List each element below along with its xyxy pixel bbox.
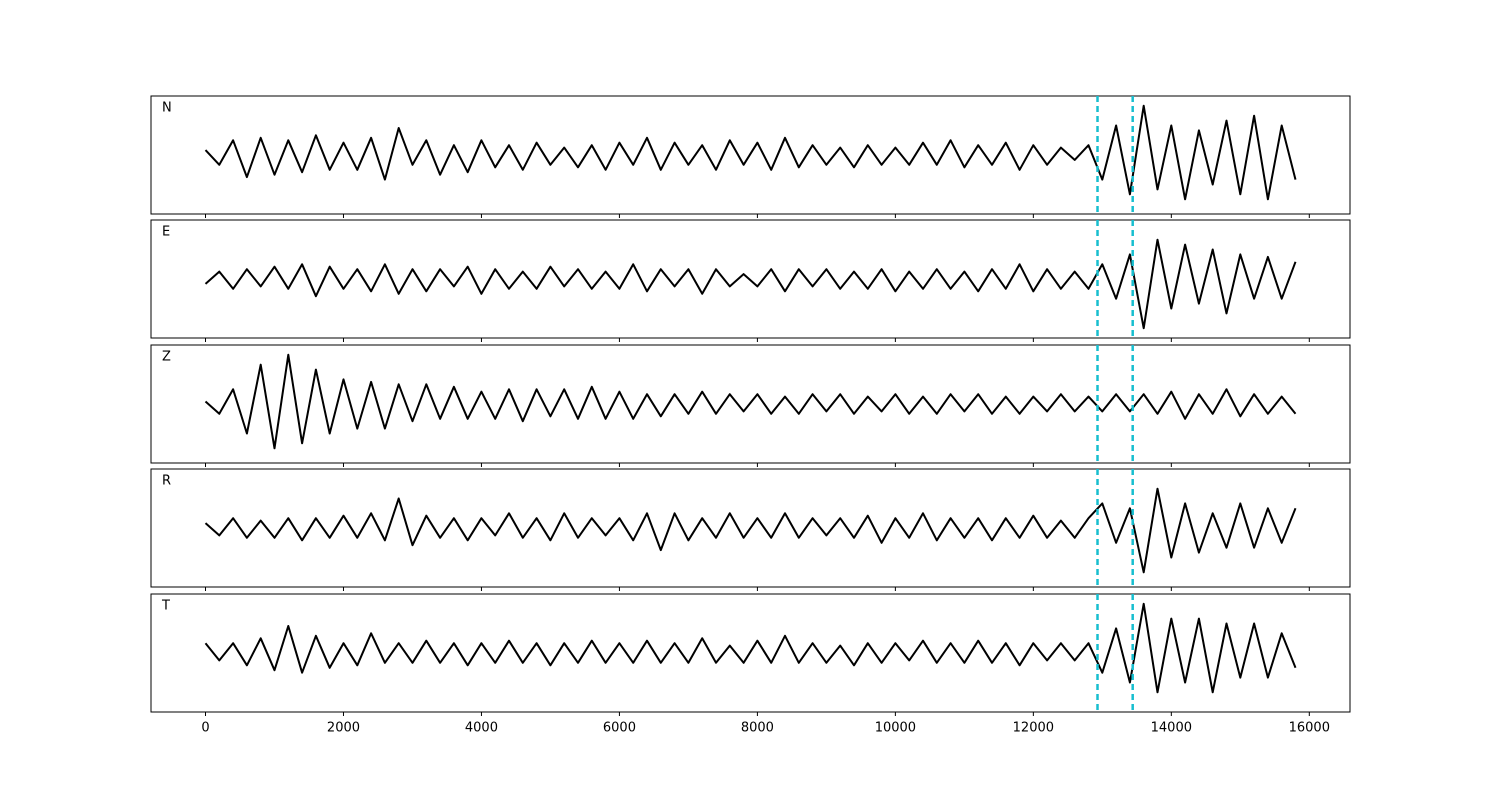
x-tick-label: 12000	[1013, 721, 1054, 736]
x-tick-label: 16000	[1289, 721, 1330, 736]
trace	[204, 104, 1297, 201]
panel-frame	[150, 593, 1351, 713]
panel-frame	[150, 219, 1351, 339]
trace	[204, 238, 1297, 330]
panel-label: T	[161, 599, 170, 614]
panel-label: R	[162, 474, 171, 489]
trace	[204, 487, 1297, 574]
x-tick-label: 4000	[465, 721, 498, 736]
panel-label: N	[162, 101, 172, 116]
x-tick-label: 10000	[875, 721, 916, 736]
x-tick-label: 6000	[603, 721, 636, 736]
x-tick-label: 2000	[327, 721, 360, 736]
x-tick-label: 0	[201, 721, 209, 736]
trace	[204, 602, 1297, 694]
panel-label: Z	[162, 350, 171, 365]
x-tick-label: 14000	[1151, 721, 1192, 736]
panel-frame	[150, 468, 1351, 588]
panel-frame	[150, 344, 1351, 464]
trace	[204, 353, 1297, 450]
panel-frame	[150, 95, 1351, 215]
panel-label: E	[162, 225, 170, 240]
x-tick-label: 8000	[741, 721, 774, 736]
